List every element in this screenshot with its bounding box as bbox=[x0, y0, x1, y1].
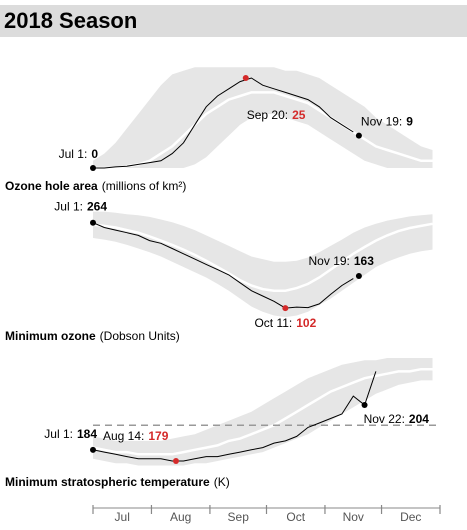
x-tick-label: Dec bbox=[400, 510, 421, 524]
average-line bbox=[92, 222, 433, 292]
annotation-label: Nov 19: bbox=[309, 254, 350, 268]
annotation: Nov 19: 163 bbox=[309, 254, 375, 268]
range-band bbox=[93, 67, 433, 168]
title-bar bbox=[0, 5, 467, 37]
panel-title: Minimum stratospheric temperature (K) bbox=[5, 475, 230, 489]
annotation-label: Nov 22: bbox=[364, 412, 405, 426]
x-tick-label: Sep bbox=[228, 510, 250, 524]
season-line bbox=[92, 371, 377, 462]
annotation-label: Jul 1: bbox=[44, 427, 73, 441]
season-line bbox=[92, 222, 354, 309]
annotation-dot bbox=[90, 219, 96, 226]
annotation-value: 163 bbox=[354, 254, 374, 268]
annotation-label: Jul 1: bbox=[54, 200, 83, 214]
annotation-label: Aug 14: bbox=[103, 429, 144, 443]
panel-unit: (millions of km²) bbox=[102, 179, 187, 193]
annotation: Jul 1: 264 bbox=[54, 200, 107, 214]
annotation-dot bbox=[355, 132, 362, 139]
annotation-value: 179 bbox=[148, 429, 168, 443]
annotation-dot bbox=[361, 402, 368, 409]
panel-unit: (K) bbox=[214, 475, 230, 489]
annotation-dot bbox=[172, 458, 179, 465]
season-line bbox=[93, 77, 354, 169]
annotation-dot bbox=[90, 165, 96, 171]
annotation-value: 102 bbox=[296, 316, 316, 330]
annotation: Nov 19: 9 bbox=[361, 115, 413, 129]
annotation: Nov 22: 204 bbox=[364, 412, 430, 426]
x-tick-label: Jul bbox=[115, 510, 130, 524]
annotation-value: 25 bbox=[292, 108, 306, 122]
annotation-label: Oct 11: bbox=[254, 316, 292, 330]
page-title: 2018 Season bbox=[4, 8, 137, 33]
panel-title-main: Minimum ozone bbox=[5, 329, 96, 343]
annotation: Jul 1: 0 bbox=[59, 147, 99, 161]
x-tick-label: Nov bbox=[343, 510, 364, 524]
annotation: Jul 1: 184 bbox=[44, 427, 97, 441]
annotation-value: 9 bbox=[406, 115, 413, 129]
annotation-value: 204 bbox=[409, 412, 429, 426]
annotation-dot bbox=[355, 272, 362, 279]
annotation-dot bbox=[282, 305, 289, 312]
panel-title-main: Minimum stratospheric temperature bbox=[5, 475, 210, 489]
annotation-value: 264 bbox=[87, 200, 107, 214]
annotation-value: 0 bbox=[91, 147, 98, 161]
annotation: Sep 20: 25 bbox=[247, 108, 306, 122]
average-line bbox=[93, 91, 433, 170]
annotation-dot bbox=[90, 446, 96, 453]
panel-title: Minimum ozone (Dobson Units) bbox=[5, 329, 180, 343]
range-band bbox=[93, 211, 433, 318]
annotation-value: 184 bbox=[77, 427, 97, 441]
panel-title: Ozone hole area (millions of km²) bbox=[5, 179, 186, 193]
annotation: Oct 11: 102 bbox=[254, 316, 316, 330]
annotation-label: Sep 20: bbox=[247, 108, 288, 122]
x-tick-label: Aug bbox=[170, 510, 191, 524]
annotation-label: Jul 1: bbox=[59, 147, 88, 161]
annotation: Aug 14: 179 bbox=[103, 429, 169, 443]
annotation-dot bbox=[242, 75, 249, 81]
average-line bbox=[92, 367, 433, 456]
panel-unit: (Dobson Units) bbox=[100, 329, 180, 343]
x-tick-label: Oct bbox=[286, 510, 305, 524]
panel-title-main: Ozone hole area bbox=[5, 179, 98, 193]
annotation-label: Nov 19: bbox=[361, 115, 402, 129]
